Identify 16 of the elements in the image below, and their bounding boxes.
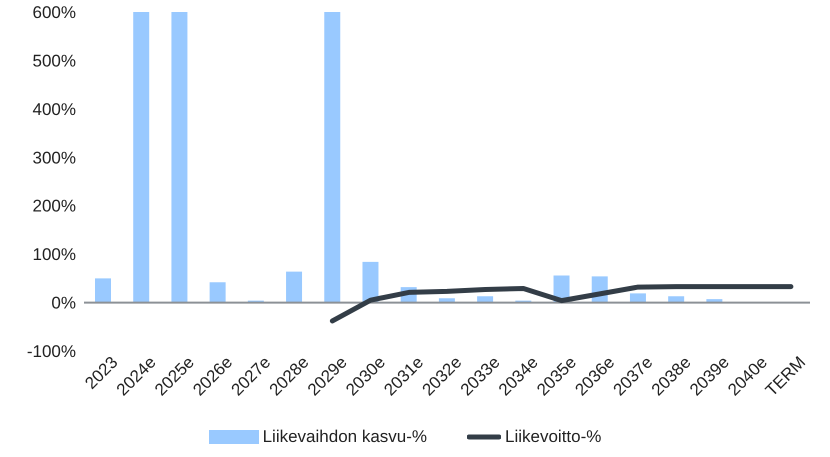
y-tick-label: 300%: [32, 148, 76, 168]
bar: [324, 12, 340, 303]
y-tick-label: 600%: [32, 3, 76, 22]
bar: [95, 278, 111, 303]
bar: [286, 272, 302, 303]
bar: [171, 12, 188, 303]
legend-label: Liikevoitto-%: [505, 427, 602, 447]
legend-label: Liikevaihdon kasvu-%: [262, 427, 428, 447]
y-tick-label: -100%: [26, 342, 76, 362]
y-tick-label: 400%: [32, 100, 76, 119]
y-tick-label: 200%: [32, 196, 76, 216]
y-tick-label: 100%: [32, 245, 76, 264]
y-tick-label: 500%: [32, 51, 76, 70]
y-tick-label: 0%: [51, 294, 76, 313]
bar: [133, 12, 150, 303]
bar: [210, 282, 226, 303]
